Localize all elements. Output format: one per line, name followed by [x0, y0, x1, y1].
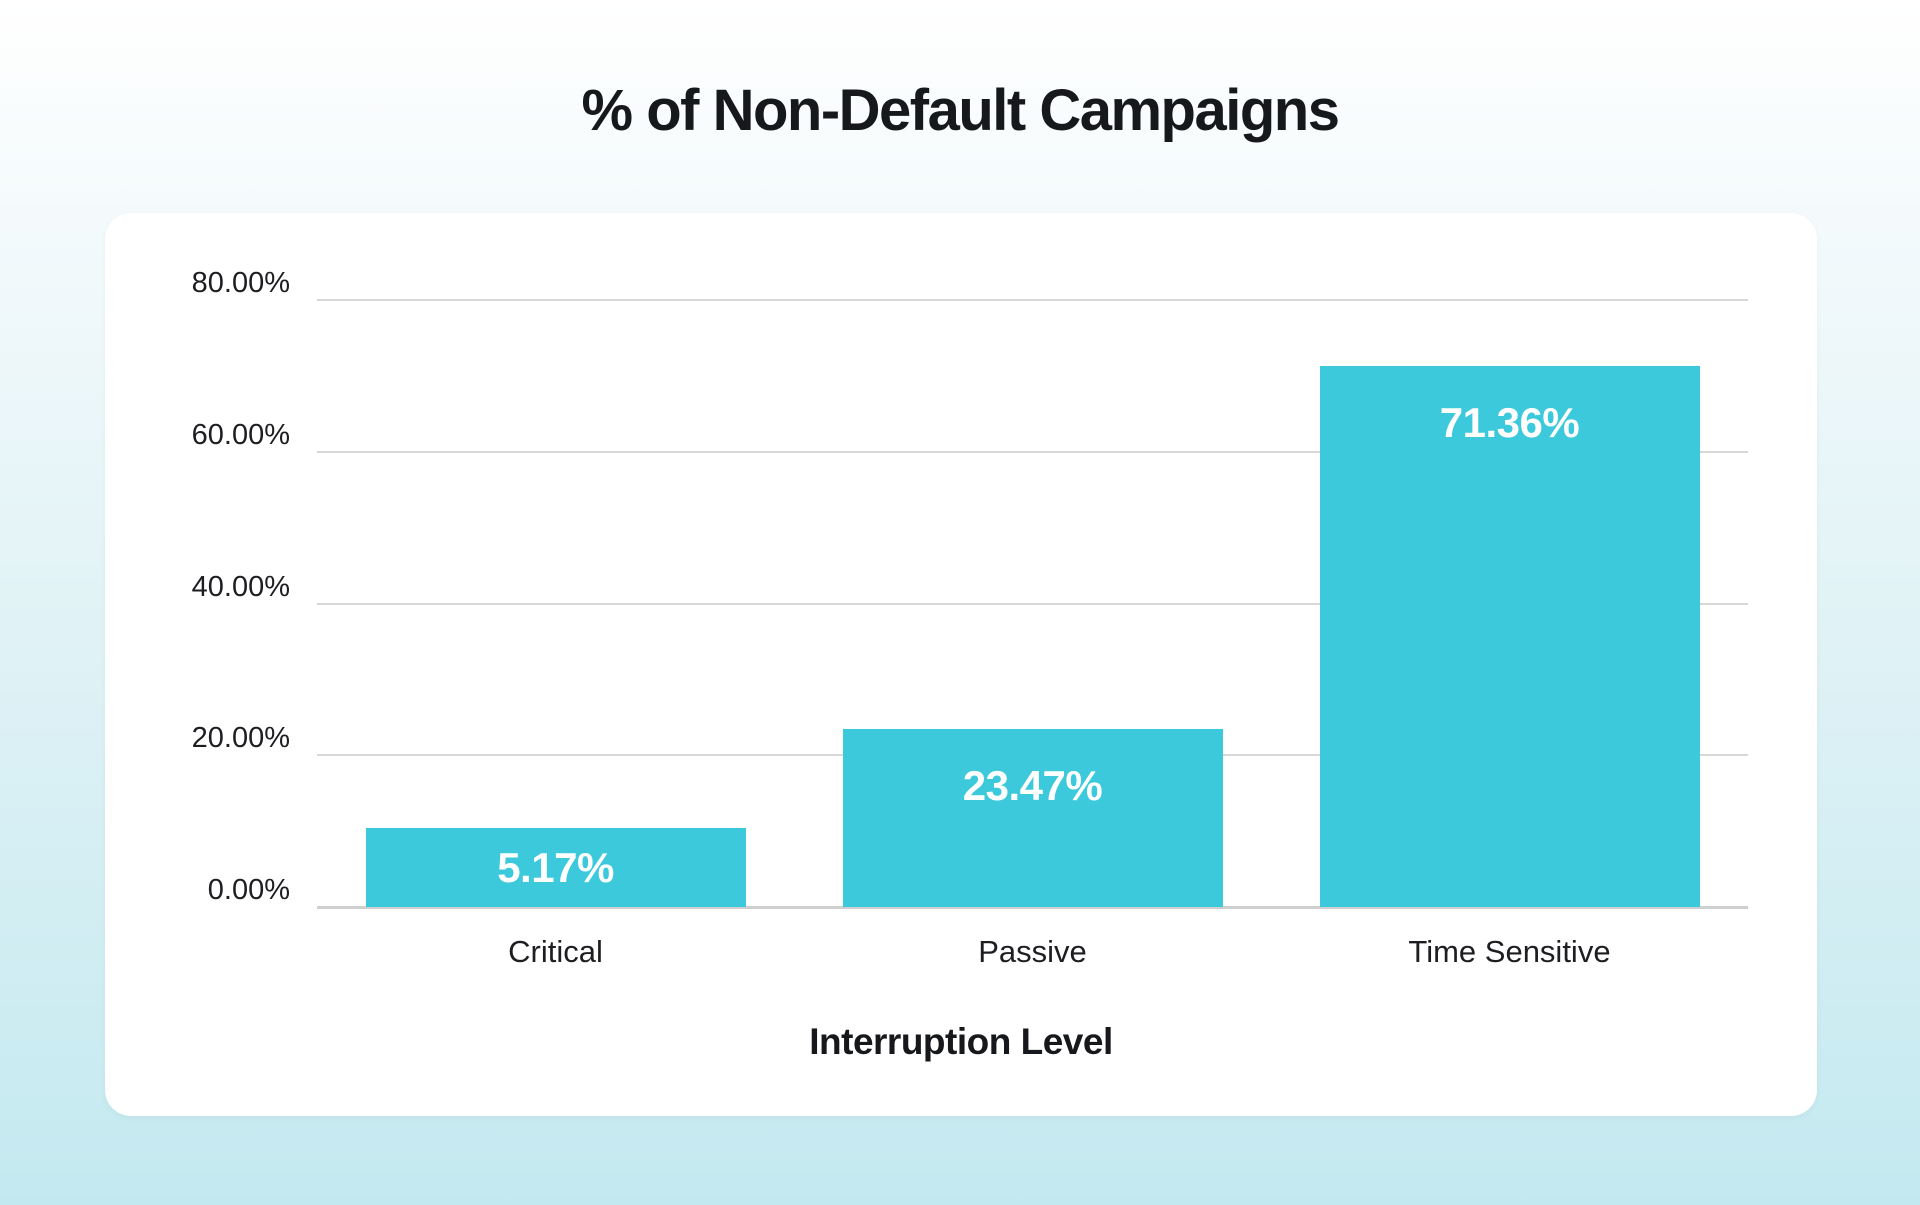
y-tick-label: 80.00%: [191, 267, 290, 299]
y-gridline: [317, 450, 1748, 453]
x-axis-title: Interruption Level: [809, 1021, 1113, 1062]
bar-value-label: 23.47%: [962, 761, 1103, 809]
y-tick-label: 60.00%: [191, 418, 290, 451]
chart-card: 80.00% 60.00% 40.00% 20.00% 0.00% 5.17% Critic…: [105, 213, 1817, 1116]
y-gridline: [317, 906, 1748, 909]
bar-value-label: 71.36%: [1439, 398, 1580, 446]
y-tick-label: 40.00%: [191, 570, 290, 603]
bar-value-label: 5.17%: [497, 843, 614, 891]
x-category-label: Critical: [508, 934, 603, 969]
y-gridline: [317, 299, 1748, 301]
chart-title: % of Non-Default Campaigns: [581, 78, 1340, 143]
x-category-label: Passive: [978, 934, 1087, 969]
bar-time-sensitive: 71.36%: [1319, 365, 1700, 907]
bar-critical: 5.17%: [365, 828, 746, 907]
y-tick-label: 0.00%: [207, 874, 290, 906]
plot-area: 80.00% 60.00% 40.00% 20.00% 0.00% 5.17% Critic…: [105, 213, 1817, 1116]
bar-passive: 23.47%: [842, 728, 1223, 907]
x-category-label: Time Sensitive: [1408, 934, 1611, 969]
y-tick-label: 20.00%: [191, 722, 290, 755]
y-gridline: [317, 602, 1748, 605]
